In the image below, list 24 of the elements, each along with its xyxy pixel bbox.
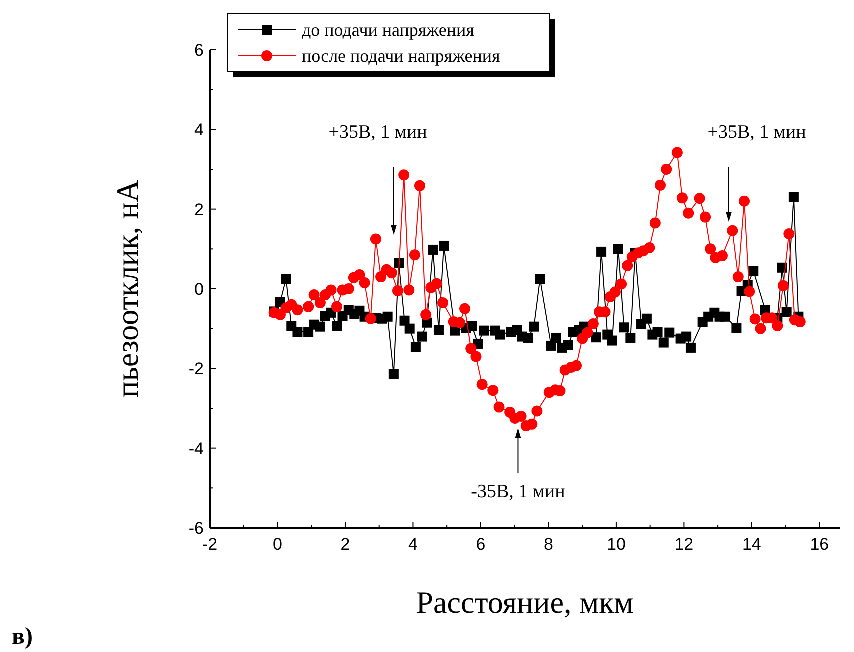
x-tick-label: 16 (810, 535, 830, 554)
x-tick-label: 0 (273, 535, 282, 554)
y-tick-label: 2 (194, 200, 204, 220)
y-tick-label: 4 (194, 120, 204, 140)
y-axis-title: пьезоотклик, нА (110, 180, 145, 398)
annotation: -35В, 1 мин (471, 481, 566, 502)
x-tick-label: 8 (544, 535, 554, 554)
x-tick-label: 6 (476, 535, 486, 554)
annotation: +35В, 1 мин (328, 122, 428, 143)
y-tick-label: -2 (188, 360, 204, 379)
x-tick-label: 2 (340, 535, 350, 554)
annotation: +35В, 1 мин (708, 122, 806, 143)
x-tick-label: 10 (606, 535, 626, 554)
y-tick-label: 6 (194, 41, 204, 60)
y-tick-label: 0 (194, 280, 204, 299)
x-tick-label: 4 (408, 535, 418, 554)
x-tick-label: 14 (742, 535, 762, 554)
x-axis-title: Расстояние, мкм (416, 585, 634, 620)
x-tick-label: 12 (674, 535, 694, 554)
legend-label: после подачи напряжения (302, 46, 500, 66)
y-tick-label: -4 (188, 439, 204, 458)
y-tick-label: -6 (188, 519, 204, 538)
legend-label: до подачи напряжения (302, 20, 474, 40)
text: в) (12, 624, 33, 650)
